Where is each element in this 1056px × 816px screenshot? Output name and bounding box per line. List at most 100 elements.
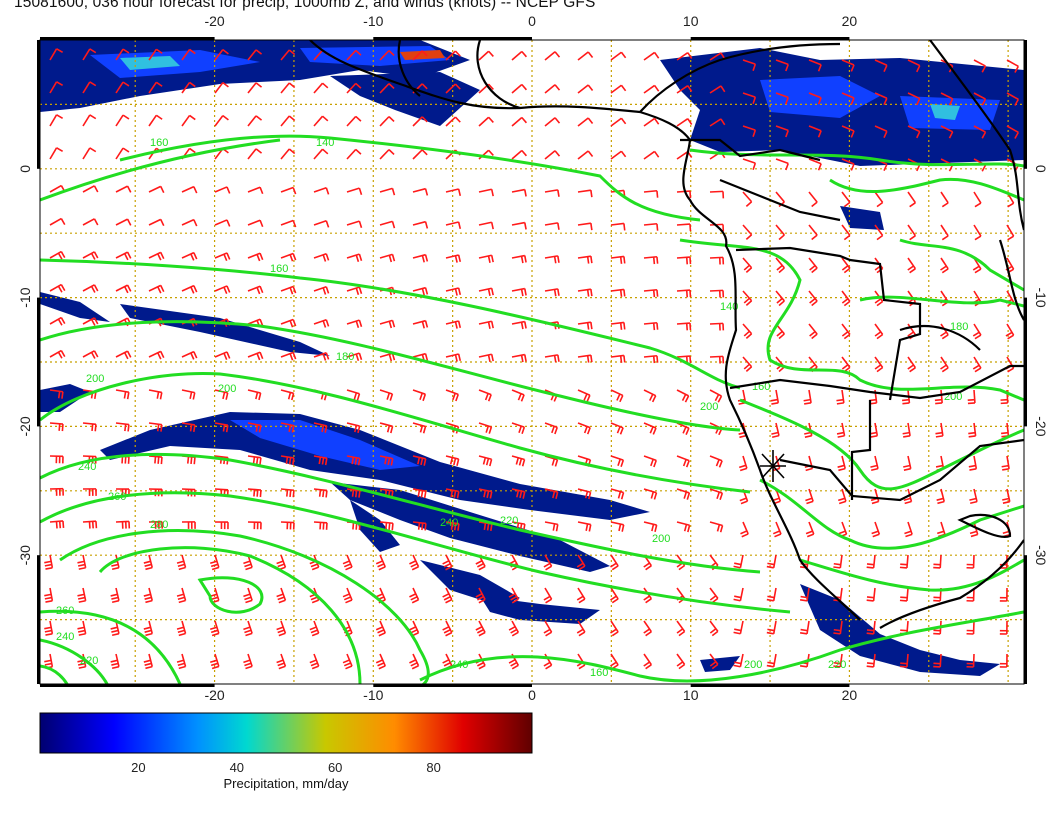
lat-tick-label-right: -20	[1033, 416, 1049, 436]
wind-barb	[511, 353, 527, 363]
wind-barb	[709, 322, 725, 331]
wind-barb	[445, 488, 460, 499]
lon-tick-label-bottom: -10	[363, 687, 383, 703]
wind-barb	[445, 287, 462, 296]
wind-barb	[442, 620, 453, 637]
wind-barb	[771, 422, 780, 439]
wind-barb	[247, 351, 264, 361]
lon-tick-label-bottom: 20	[842, 687, 858, 703]
contour-label: 240	[450, 659, 468, 671]
wind-barb	[799, 587, 810, 602]
wind-barb	[478, 221, 494, 230]
contour-label: 200	[652, 533, 670, 545]
wind-barb	[1001, 455, 1010, 471]
contour-label: 160	[150, 137, 168, 149]
wind-barb	[346, 49, 362, 61]
wind-barb	[445, 254, 462, 263]
wind-barb	[412, 187, 429, 196]
wind-barb	[907, 59, 921, 73]
wind-barb	[346, 220, 363, 229]
wind-barb	[181, 185, 198, 194]
wind-barb	[610, 150, 627, 160]
wind-barb	[511, 455, 526, 467]
wind-barb	[643, 488, 658, 500]
wind-barb	[775, 59, 789, 72]
lon-tick-label-top: 0	[528, 13, 536, 29]
wind-barb	[280, 252, 297, 262]
wind-barb	[833, 653, 843, 668]
wind-barb	[511, 320, 527, 330]
wind-barb	[346, 352, 363, 361]
wind-barb	[544, 51, 561, 61]
wind-barb	[544, 189, 560, 197]
wind-barb	[968, 422, 977, 438]
wind-barb	[775, 257, 785, 274]
wind-barb	[841, 257, 851, 274]
wind-barb	[412, 488, 427, 499]
wind-barb	[709, 190, 725, 199]
wind-barb	[899, 587, 909, 602]
wind-barb	[874, 323, 884, 340]
contour-label: 160	[270, 263, 288, 275]
wind-barb	[643, 653, 653, 670]
wind-barb	[49, 114, 64, 127]
wind-barb	[742, 257, 753, 273]
wind-barb	[115, 251, 132, 261]
wind-barb	[933, 653, 942, 668]
wind-barb	[544, 488, 559, 500]
wind-barb	[969, 488, 978, 505]
wind-barb	[904, 521, 913, 538]
wind-barb	[412, 389, 427, 402]
contour-label: 220	[80, 655, 98, 667]
wind-barb	[709, 118, 726, 127]
wind-barb	[544, 150, 561, 160]
wind-barb	[181, 48, 196, 61]
wind-barb	[313, 82, 329, 94]
wind-barb	[379, 521, 394, 531]
wind-barb	[1002, 488, 1011, 504]
wind-barb	[709, 653, 719, 670]
wind-barb	[412, 253, 429, 263]
wind-barb	[577, 422, 591, 435]
wind-barb	[346, 82, 362, 94]
wind-barb	[247, 186, 264, 195]
wind-barb	[967, 389, 976, 405]
wind-barb	[82, 488, 97, 496]
wind-barb	[837, 455, 846, 472]
wind-barb	[49, 349, 66, 359]
wind-barb	[342, 554, 353, 571]
contour-label: 180	[950, 321, 968, 333]
lat-tick-label-left: 0	[17, 165, 33, 173]
wind-barb	[243, 587, 253, 604]
wind-barb	[214, 521, 229, 530]
wind-barb	[280, 148, 296, 160]
wind-barb	[543, 620, 553, 637]
wind-barb	[742, 125, 757, 138]
wind-barb	[214, 389, 229, 400]
wind-barb	[808, 191, 818, 208]
wind-barb	[577, 521, 592, 532]
wind-barb	[676, 422, 690, 435]
wind-barb	[577, 84, 594, 94]
wind-barb	[115, 520, 131, 529]
wind-barb	[375, 554, 386, 571]
contour-label: 180	[336, 351, 354, 363]
wind-barb	[342, 587, 353, 604]
wind-barb	[709, 620, 719, 637]
wind-barb	[610, 84, 627, 94]
wind-barb	[176, 554, 187, 571]
wind-barb	[874, 59, 888, 72]
wind-barb	[247, 422, 262, 433]
wind-barb	[77, 554, 87, 570]
wind-barb	[49, 250, 66, 260]
wind-barb	[742, 59, 757, 72]
wind-barb	[280, 422, 295, 433]
wind-barb	[442, 554, 453, 571]
wind-barb	[508, 620, 520, 637]
contour-label: 260	[56, 605, 74, 617]
wind-barb	[742, 92, 757, 105]
wind-barb	[733, 587, 744, 602]
wind-barb	[309, 620, 320, 637]
wind-barb	[833, 554, 843, 569]
lon-tick-label-bottom: -20	[204, 687, 224, 703]
